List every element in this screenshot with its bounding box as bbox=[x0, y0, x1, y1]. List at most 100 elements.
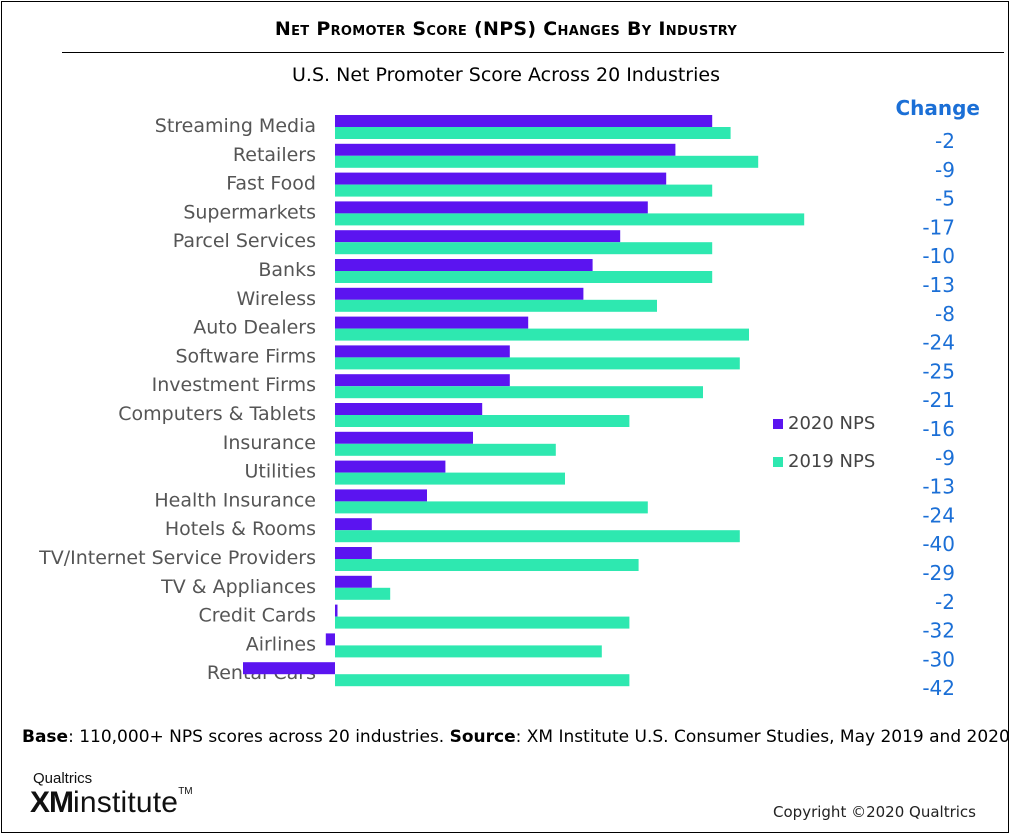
change-value-health-insurance: -24 bbox=[922, 503, 955, 527]
legend-label-2019: 2019 NPS bbox=[788, 451, 875, 472]
category-label-fast-food: Fast Food bbox=[226, 173, 316, 195]
category-label-computers-tablets: Computers & Tablets bbox=[118, 403, 316, 425]
chart-subtitle: U.S. Net Promoter Score Across 20 Indust… bbox=[292, 64, 720, 86]
bar-2020-investment-firms bbox=[335, 374, 510, 387]
bar-2020-tv-internet-service-providers bbox=[335, 547, 372, 559]
category-label-parcel-services: Parcel Services bbox=[173, 230, 316, 252]
bar-2019-fast-food bbox=[335, 184, 713, 197]
bar-2019-streaming-media bbox=[335, 127, 731, 139]
bar-2020-insurance bbox=[335, 431, 473, 444]
source-label: Source bbox=[449, 727, 516, 747]
bar-2020-credit-cards bbox=[335, 604, 338, 617]
category-label-retailers: Retailers bbox=[233, 144, 316, 166]
category-label-supermarkets: Supermarkets bbox=[183, 201, 316, 223]
copyright: Copyright ©2020 Qualtrics bbox=[773, 803, 976, 821]
category-label-insurance: Insurance bbox=[223, 432, 316, 454]
change-header: Change bbox=[895, 96, 980, 120]
change-value-auto-dealers: -24 bbox=[922, 331, 955, 355]
change-value-computers-tablets: -16 bbox=[922, 417, 955, 441]
legend-swatch-2020 bbox=[773, 419, 783, 429]
change-value-credit-cards: -32 bbox=[922, 619, 955, 643]
change-value-hotels-rooms: -40 bbox=[922, 532, 955, 556]
change-value-software-firms: -25 bbox=[922, 359, 955, 383]
bar-2019-health-insurance bbox=[335, 501, 648, 514]
change-value-insurance: -9 bbox=[935, 446, 955, 470]
category-label-streaming-media: Streaming Media bbox=[155, 115, 316, 137]
bar-2020-airlines bbox=[325, 633, 335, 646]
category-label-hotels-rooms: Hotels & Rooms bbox=[165, 518, 316, 540]
change-value-utilities: -13 bbox=[922, 475, 955, 499]
change-value-wireless: -8 bbox=[935, 302, 955, 326]
nps-bar-chart: Streaming Media -2 Retailers -9 Fast Food -5 S… bbox=[38, 96, 980, 700]
base-text: : 110,000+ NPS scores across 20 industri… bbox=[68, 727, 450, 747]
change-value-supermarkets: -17 bbox=[922, 215, 955, 239]
category-label-software-firms: Software Firms bbox=[175, 345, 316, 367]
category-label-credit-cards: Credit Cards bbox=[198, 605, 316, 627]
logo-institute: institute bbox=[73, 786, 179, 819]
category-label-tv-internet-service-providers: TV/Internet Service Providers bbox=[38, 547, 316, 569]
category-label-auto-dealers: Auto Dealers bbox=[193, 317, 316, 339]
bar-2020-tv-appliances bbox=[335, 575, 372, 588]
category-label-airlines: Airlines bbox=[246, 633, 316, 655]
source-text: : XM Institute U.S. Consumer Studies, Ma… bbox=[515, 727, 1010, 747]
legend-label-2020: 2020 NPS bbox=[788, 413, 875, 434]
change-value-tv-internet-service-providers: -29 bbox=[922, 561, 955, 585]
change-value-retailers: -9 bbox=[935, 158, 955, 182]
category-label-tv-appliances: TV & Appliances bbox=[160, 576, 316, 598]
bar-2019-utilities bbox=[335, 472, 565, 485]
bar-2019-auto-dealers bbox=[335, 328, 749, 341]
bar-2019-tv-internet-service-providers bbox=[335, 559, 639, 571]
bar-2019-investment-firms bbox=[335, 386, 703, 399]
bar-2019-parcel-services bbox=[335, 242, 713, 255]
change-value-streaming-media: -2 bbox=[935, 129, 955, 153]
bar-2019-insurance bbox=[335, 443, 556, 456]
bar-2019-hotels-rooms bbox=[335, 530, 740, 543]
bar-2020-retailers bbox=[335, 143, 676, 156]
bar-2020-computers-tablets bbox=[335, 403, 483, 415]
category-label-investment-firms: Investment Firms bbox=[152, 374, 316, 396]
bar-2020-auto-dealers bbox=[335, 316, 529, 329]
bar-2020-supermarkets bbox=[335, 201, 648, 214]
change-value-rental-cars: -42 bbox=[922, 676, 955, 700]
category-label-wireless: Wireless bbox=[237, 288, 317, 310]
bar-2020-utilities bbox=[335, 460, 446, 473]
bar-2020-fast-food bbox=[335, 172, 667, 185]
bar-2019-computers-tablets bbox=[335, 415, 630, 427]
category-label-utilities: Utilities bbox=[244, 461, 316, 483]
bar-2019-banks bbox=[335, 271, 713, 283]
title-divider bbox=[62, 52, 1004, 53]
bar-2020-banks bbox=[335, 259, 593, 271]
bar-2020-software-firms bbox=[335, 345, 510, 358]
logo-qualtrics: Qualtrics bbox=[33, 770, 93, 787]
bar-2020-hotels-rooms bbox=[335, 518, 372, 531]
footer-note: Base: 110,000+ NPS scores across 20 indu… bbox=[22, 727, 1010, 747]
bar-2019-credit-cards bbox=[335, 616, 630, 629]
logo-trademark: TM bbox=[178, 786, 193, 797]
bar-2019-airlines bbox=[335, 645, 602, 658]
main-title: Net Promoter Score (NPS) Changes By Indu… bbox=[274, 18, 738, 40]
bar-2019-software-firms bbox=[335, 357, 740, 370]
bar-2020-wireless bbox=[335, 287, 584, 300]
change-value-parcel-services: -10 bbox=[922, 244, 955, 268]
bar-2020-rental-cars bbox=[243, 662, 335, 675]
bar-2019-retailers bbox=[335, 155, 759, 168]
bar-2020-health-insurance bbox=[335, 489, 427, 502]
change-value-fast-food: -5 bbox=[935, 187, 955, 211]
bar-2019-supermarkets bbox=[335, 213, 805, 226]
logo-xm-institute: XMinstituteTM bbox=[30, 786, 193, 820]
legend-swatch-2019 bbox=[773, 457, 783, 467]
change-value-investment-firms: -21 bbox=[922, 388, 955, 412]
bar-2019-tv-appliances bbox=[335, 587, 391, 600]
category-label-banks: Banks bbox=[258, 259, 316, 281]
change-value-airlines: -30 bbox=[922, 647, 955, 671]
bar-2020-streaming-media bbox=[335, 115, 713, 127]
category-label-health-insurance: Health Insurance bbox=[154, 489, 316, 511]
bar-2020-parcel-services bbox=[335, 230, 621, 243]
logo-xm: XM bbox=[30, 786, 74, 819]
change-value-tv-appliances: -2 bbox=[935, 590, 955, 614]
bar-2019-rental-cars bbox=[335, 674, 630, 687]
base-label: Base bbox=[22, 727, 69, 747]
change-value-banks: -13 bbox=[922, 273, 955, 297]
bar-2019-wireless bbox=[335, 299, 657, 312]
